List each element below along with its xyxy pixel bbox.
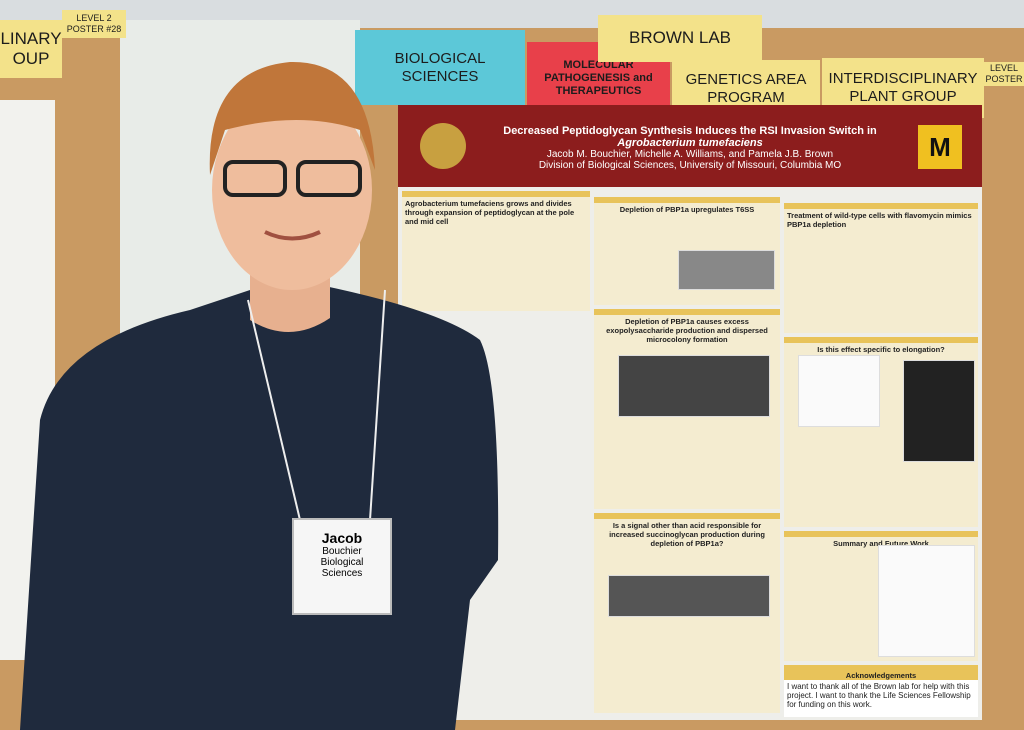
face bbox=[212, 90, 372, 290]
ack-heading: Acknowledgements bbox=[784, 671, 978, 680]
sign-left: LINARY OUP bbox=[0, 20, 62, 78]
sign-brown-lab: BROWN LAB bbox=[598, 15, 762, 62]
micrograph bbox=[608, 575, 770, 617]
glasses bbox=[223, 160, 287, 197]
sign-text: POSTER bbox=[985, 74, 1023, 84]
ack-box: Acknowledgements I want to thank all of … bbox=[784, 665, 978, 717]
sign-text: OUP bbox=[12, 49, 50, 68]
seal bbox=[420, 123, 466, 169]
sign-text: GENETICS AREA PROGRAM bbox=[685, 71, 807, 106]
ack-text: I want to thank all of the Brown lab for… bbox=[787, 682, 971, 709]
poster-header: Decreased Peptidoglycan Synthesis Induce… bbox=[398, 105, 982, 187]
badge-first: Jacob bbox=[321, 530, 363, 546]
sign-level: LEVEL POSTER bbox=[984, 62, 1024, 86]
sign-text: MOLECULAR PATHOGENESIS and THERAPEUTICS bbox=[544, 58, 653, 98]
fluorescence bbox=[903, 360, 975, 462]
poster: Decreased Peptidoglycan Synthesis Induce… bbox=[398, 105, 982, 720]
petri-dishes bbox=[678, 250, 775, 290]
section: Treatment of wild-type cells with flavom… bbox=[784, 203, 978, 333]
badge-dept: Biological Sciences bbox=[320, 557, 364, 579]
poster-organism: Agrobacterium tumefaciens bbox=[617, 137, 763, 149]
shirt bbox=[20, 285, 499, 730]
micrograph bbox=[618, 355, 770, 417]
poster-authors: Jacob M. Bouchier, Michelle A. Williams,… bbox=[546, 149, 834, 160]
diagram bbox=[798, 355, 880, 427]
glasses bbox=[296, 160, 362, 197]
hair bbox=[209, 61, 375, 175]
sign-text: BIOLOGICAL SCIENCES bbox=[394, 49, 486, 85]
logo: M bbox=[918, 125, 962, 169]
sign-text: POSTER #28 bbox=[66, 24, 122, 34]
poster-affiliation: Division of Biological Sciences, Univers… bbox=[538, 160, 842, 171]
name-badge: Jacob Bouchier Biological Sciences bbox=[292, 518, 392, 615]
sign-biological: BIOLOGICAL SCIENCES bbox=[355, 30, 525, 105]
diagram bbox=[878, 545, 975, 657]
sign-text: BROWN LAB bbox=[628, 28, 732, 48]
sign-level: LEVEL 2 POSTER #28 bbox=[62, 10, 126, 38]
badge-last: Bouchier bbox=[322, 546, 362, 557]
sign-text: LINARY bbox=[0, 28, 62, 48]
poster-title: Decreased Peptidoglycan Synthesis Induce… bbox=[503, 125, 877, 137]
lanyard bbox=[247, 289, 386, 521]
sign-text: LEVEL 2 bbox=[76, 13, 112, 24]
section: Agrobacterium tumefaciens grows and divi… bbox=[402, 191, 590, 311]
sign-text: INTERDISCIPLINARY PLANT GROUP bbox=[828, 70, 978, 105]
sign-text: LEVEL bbox=[989, 63, 1019, 74]
smile bbox=[264, 230, 321, 241]
